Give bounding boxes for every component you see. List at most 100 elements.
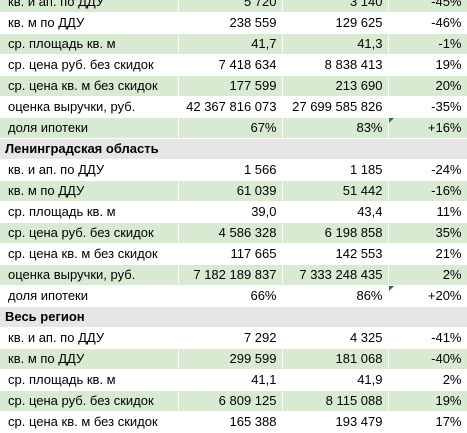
table-row: ср. цена кв. м без скидок 117 665 142 553 2…	[0, 243, 467, 265]
table-row: доля ипотеки 66% 86% +20%	[0, 285, 467, 307]
error-indicator-icon	[388, 286, 394, 291]
section-header-row: Ленинградская область	[0, 138, 467, 160]
change-cell[interactable]: -40%	[388, 348, 467, 370]
table-row: оценка выручки, руб. 7 182 189 837 7 333 2…	[0, 264, 467, 286]
value-cell-period-1[interactable]: 1 566	[178, 159, 283, 181]
value-cell-period-2[interactable]: 8 838 413	[282, 54, 389, 76]
table-row: кв. м по ДДУ 61 039 51 442 -16%	[0, 180, 467, 202]
change-cell[interactable]: -46%	[388, 12, 467, 34]
value-cell-period-2[interactable]: 86%	[282, 285, 389, 307]
row-label-cell[interactable]: ср. цена руб. без скидок	[0, 390, 179, 412]
value-cell-period-2[interactable]: 51 442	[282, 180, 389, 202]
row-label-cell[interactable]: кв. м по ДДУ	[0, 12, 179, 34]
value-cell-period-2[interactable]: 7 333 248 435	[282, 264, 389, 286]
change-cell[interactable]: +20%	[388, 285, 467, 307]
value-cell-period-1[interactable]: 177 599	[178, 75, 283, 97]
value-cell-period-1[interactable]: 165 388	[178, 411, 283, 433]
change-cell[interactable]: +16%	[388, 117, 467, 139]
change-cell[interactable]: 11%	[388, 201, 467, 223]
value-cell-period-1[interactable]: 41,7	[178, 33, 283, 55]
value-cell-period-2[interactable]: 41,9	[282, 369, 389, 391]
value-cell-period-1[interactable]: 299 599	[178, 348, 283, 370]
value-cell-period-1[interactable]: 4 586 328	[178, 222, 283, 244]
table-row: ср. цена кв. м без скидок 165 388 193 479 1…	[0, 411, 467, 433]
row-label-cell[interactable]: ср. цена руб. без скидок	[0, 222, 179, 244]
value-cell-period-1[interactable]: 39,0	[178, 201, 283, 223]
value-cell-period-2[interactable]: 4 325	[282, 327, 389, 349]
section-header-cell[interactable]: Весь регион	[0, 306, 467, 328]
section-header-cell[interactable]: Ленинградская область	[0, 138, 467, 160]
row-label-cell[interactable]: ср. цена руб. без скидок	[0, 54, 179, 76]
table-row: ср. цена руб. без скидок 4 586 328 6 198 8…	[0, 222, 467, 244]
change-cell[interactable]: 19%	[388, 390, 467, 412]
value-cell-period-1[interactable]: 7 292	[178, 327, 283, 349]
value-cell-period-2[interactable]: 193 479	[282, 411, 389, 433]
table-row: ср. площадь кв. м 41,7 41,3 -1%	[0, 33, 467, 55]
row-label-cell[interactable]: кв. и ап. по ДДУ	[0, 327, 179, 349]
value-cell-period-2[interactable]: 8 115 088	[282, 390, 389, 412]
change-cell[interactable]: -16%	[388, 180, 467, 202]
value-cell-period-1[interactable]: 6 809 125	[178, 390, 283, 412]
change-cell[interactable]: -1%	[388, 33, 467, 55]
error-indicator-icon	[388, 118, 394, 123]
row-label-cell[interactable]: кв. м по ДДУ	[0, 180, 179, 202]
section-header-row: Весь регион	[0, 306, 467, 328]
change-cell[interactable]: -35%	[388, 96, 467, 118]
row-label-cell[interactable]: доля ипотеки	[0, 117, 179, 139]
value-cell-period-1[interactable]: 5 720	[178, 0, 283, 13]
table-row: ср. цена руб. без скидок 7 418 634 8 838 4…	[0, 54, 467, 76]
value-cell-period-1[interactable]: 7 418 634	[178, 54, 283, 76]
change-cell[interactable]: 20%	[388, 75, 467, 97]
table-row: кв. и ап. по ДДУ 5 720 3 140 -45%	[0, 0, 467, 13]
table-row: ср. площадь кв. м 39,0 43,4 11%	[0, 201, 467, 223]
change-cell[interactable]: 2%	[388, 264, 467, 286]
value-cell-period-2[interactable]: 27 699 585 826	[282, 96, 389, 118]
value-cell-period-2[interactable]: 213 690	[282, 75, 389, 97]
value-cell-period-2[interactable]: 1 185	[282, 159, 389, 181]
row-label-cell[interactable]: ср. цена кв. м без скидок	[0, 243, 179, 265]
value-cell-period-1[interactable]: 67%	[178, 117, 283, 139]
row-label-cell[interactable]: ср. площадь кв. м	[0, 201, 179, 223]
row-label-cell[interactable]: кв. м по ДДУ	[0, 348, 179, 370]
change-cell[interactable]: 35%	[388, 222, 467, 244]
value-cell-period-2[interactable]: 181 068	[282, 348, 389, 370]
value-cell-period-1[interactable]: 61 039	[178, 180, 283, 202]
row-label-cell[interactable]: оценка выручки, руб.	[0, 264, 179, 286]
value-cell-period-2[interactable]: 142 553	[282, 243, 389, 265]
change-cell[interactable]: -41%	[388, 327, 467, 349]
table-row: кв. м по ДДУ 238 559 129 625 -46%	[0, 12, 467, 34]
row-label-cell[interactable]: доля ипотеки	[0, 285, 179, 307]
value-cell-period-2[interactable]: 3 140	[282, 0, 389, 13]
table-row: ср. цена руб. без скидок 6 809 125 8 115 0…	[0, 390, 467, 412]
value-cell-period-1[interactable]: 117 665	[178, 243, 283, 265]
value-cell-period-2[interactable]: 129 625	[282, 12, 389, 34]
row-label-cell[interactable]: ср. площадь кв. м	[0, 33, 179, 55]
value-cell-period-1[interactable]: 66%	[178, 285, 283, 307]
value-cell-period-2[interactable]: 41,3	[282, 33, 389, 55]
row-label-cell[interactable]: ср. цена кв. м без скидок	[0, 75, 179, 97]
change-cell[interactable]: 2%	[388, 369, 467, 391]
value-cell-period-1[interactable]: 41,1	[178, 369, 283, 391]
table-row: оценка выручки, руб. 42 367 816 073 27 699…	[0, 96, 467, 118]
row-label-cell[interactable]: ср. цена кв. м без скидок	[0, 411, 179, 433]
change-cell[interactable]: -24%	[388, 159, 467, 181]
row-label-cell[interactable]: кв. и ап. по ДДУ	[0, 159, 179, 181]
value-cell-period-1[interactable]: 42 367 816 073	[178, 96, 283, 118]
row-label-cell[interactable]: оценка выручки, руб.	[0, 96, 179, 118]
table-row: ср. цена кв. м без скидок 177 599 213 690 2…	[0, 75, 467, 97]
value-cell-period-1[interactable]: 7 182 189 837	[178, 264, 283, 286]
table-row: кв. и ап. по ДДУ 1 566 1 185 -24%	[0, 159, 467, 181]
change-cell[interactable]: -45%	[388, 0, 467, 13]
value-cell-period-2[interactable]: 43,4	[282, 201, 389, 223]
change-cell[interactable]: 19%	[388, 54, 467, 76]
table-row: ср. площадь кв. м 41,1 41,9 2%	[0, 369, 467, 391]
value-cell-period-2[interactable]: 6 198 858	[282, 222, 389, 244]
row-label-cell[interactable]: кв. и ап. по ДДУ	[0, 0, 179, 13]
row-label-cell[interactable]: ср. площадь кв. м	[0, 369, 179, 391]
value-cell-period-1[interactable]: 238 559	[178, 12, 283, 34]
change-cell[interactable]: 21%	[388, 243, 467, 265]
table-row: кв. и ап. по ДДУ 7 292 4 325 -41%	[0, 327, 467, 349]
value-cell-period-2[interactable]: 83%	[282, 117, 389, 139]
change-cell[interactable]: 17%	[388, 411, 467, 433]
